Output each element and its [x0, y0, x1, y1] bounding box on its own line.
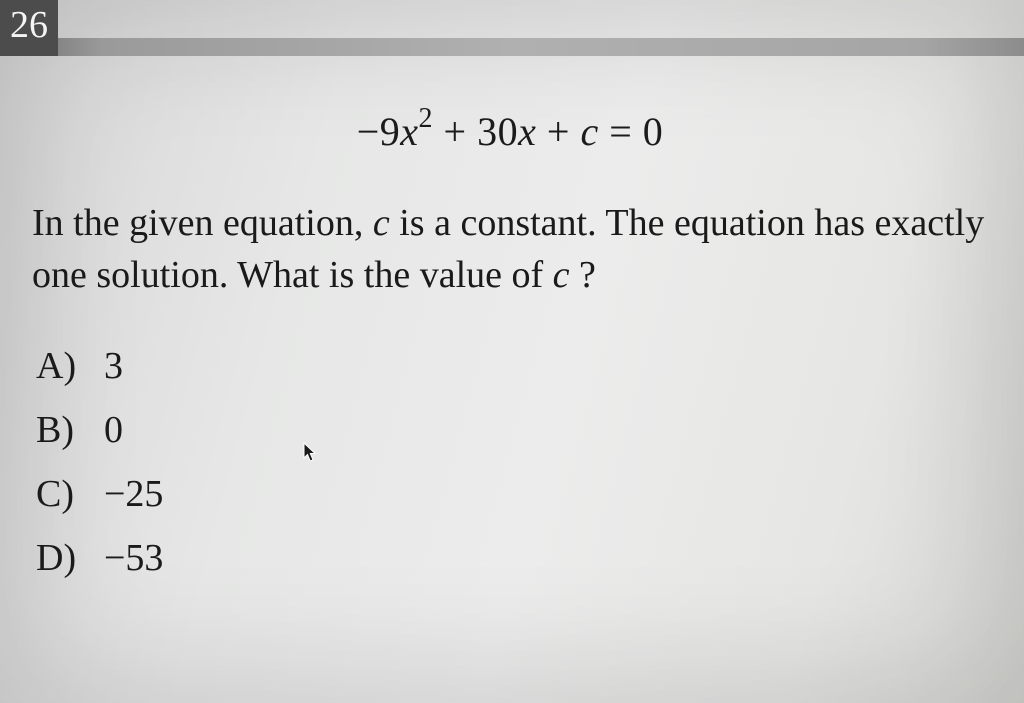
choice-d[interactable]: D) −53 — [36, 539, 990, 577]
coef-b: 30 — [477, 109, 518, 154]
header-divider-bar — [0, 38, 1024, 56]
coef-a: −9 — [357, 109, 401, 154]
choice-c[interactable]: C) −25 — [36, 475, 990, 513]
question-page: 26 −9x2 + 30x + c = 0 In the given equat… — [0, 0, 1024, 703]
prompt-var-c1: c — [373, 202, 390, 244]
question-number-badge: 26 — [0, 0, 58, 56]
question-content: −9x2 + 30x + c = 0 In the given equation… — [30, 60, 990, 603]
choice-value-b: 0 — [104, 411, 123, 449]
choice-value-d: −53 — [104, 539, 163, 577]
choice-b[interactable]: B) 0 — [36, 411, 990, 449]
plus-1: + — [433, 109, 477, 154]
prompt-var-c2: c — [553, 254, 570, 296]
prompt-part3: ? — [570, 254, 596, 296]
var-c: c — [580, 109, 598, 154]
var-x1: x — [400, 109, 418, 154]
equals: = — [599, 109, 643, 154]
choice-letter-d: D) — [36, 539, 104, 577]
choice-value-a: 3 — [104, 347, 123, 385]
choice-letter-b: B) — [36, 411, 104, 449]
exponent-2: 2 — [419, 103, 434, 134]
choice-value-c: −25 — [104, 475, 163, 513]
rhs-zero: 0 — [643, 109, 664, 154]
plus-2: + — [536, 109, 580, 154]
question-prompt: In the given equation, c is a constant. … — [32, 197, 988, 302]
prompt-part1: In the given equation, — [32, 202, 373, 244]
equation-display: −9x2 + 30x + c = 0 — [30, 108, 990, 155]
choice-letter-a: A) — [36, 347, 104, 385]
var-x2: x — [518, 109, 536, 154]
choice-a[interactable]: A) 3 — [36, 347, 990, 385]
answer-choices: A) 3 B) 0 C) −25 D) −53 — [36, 347, 990, 577]
choice-letter-c: C) — [36, 475, 104, 513]
